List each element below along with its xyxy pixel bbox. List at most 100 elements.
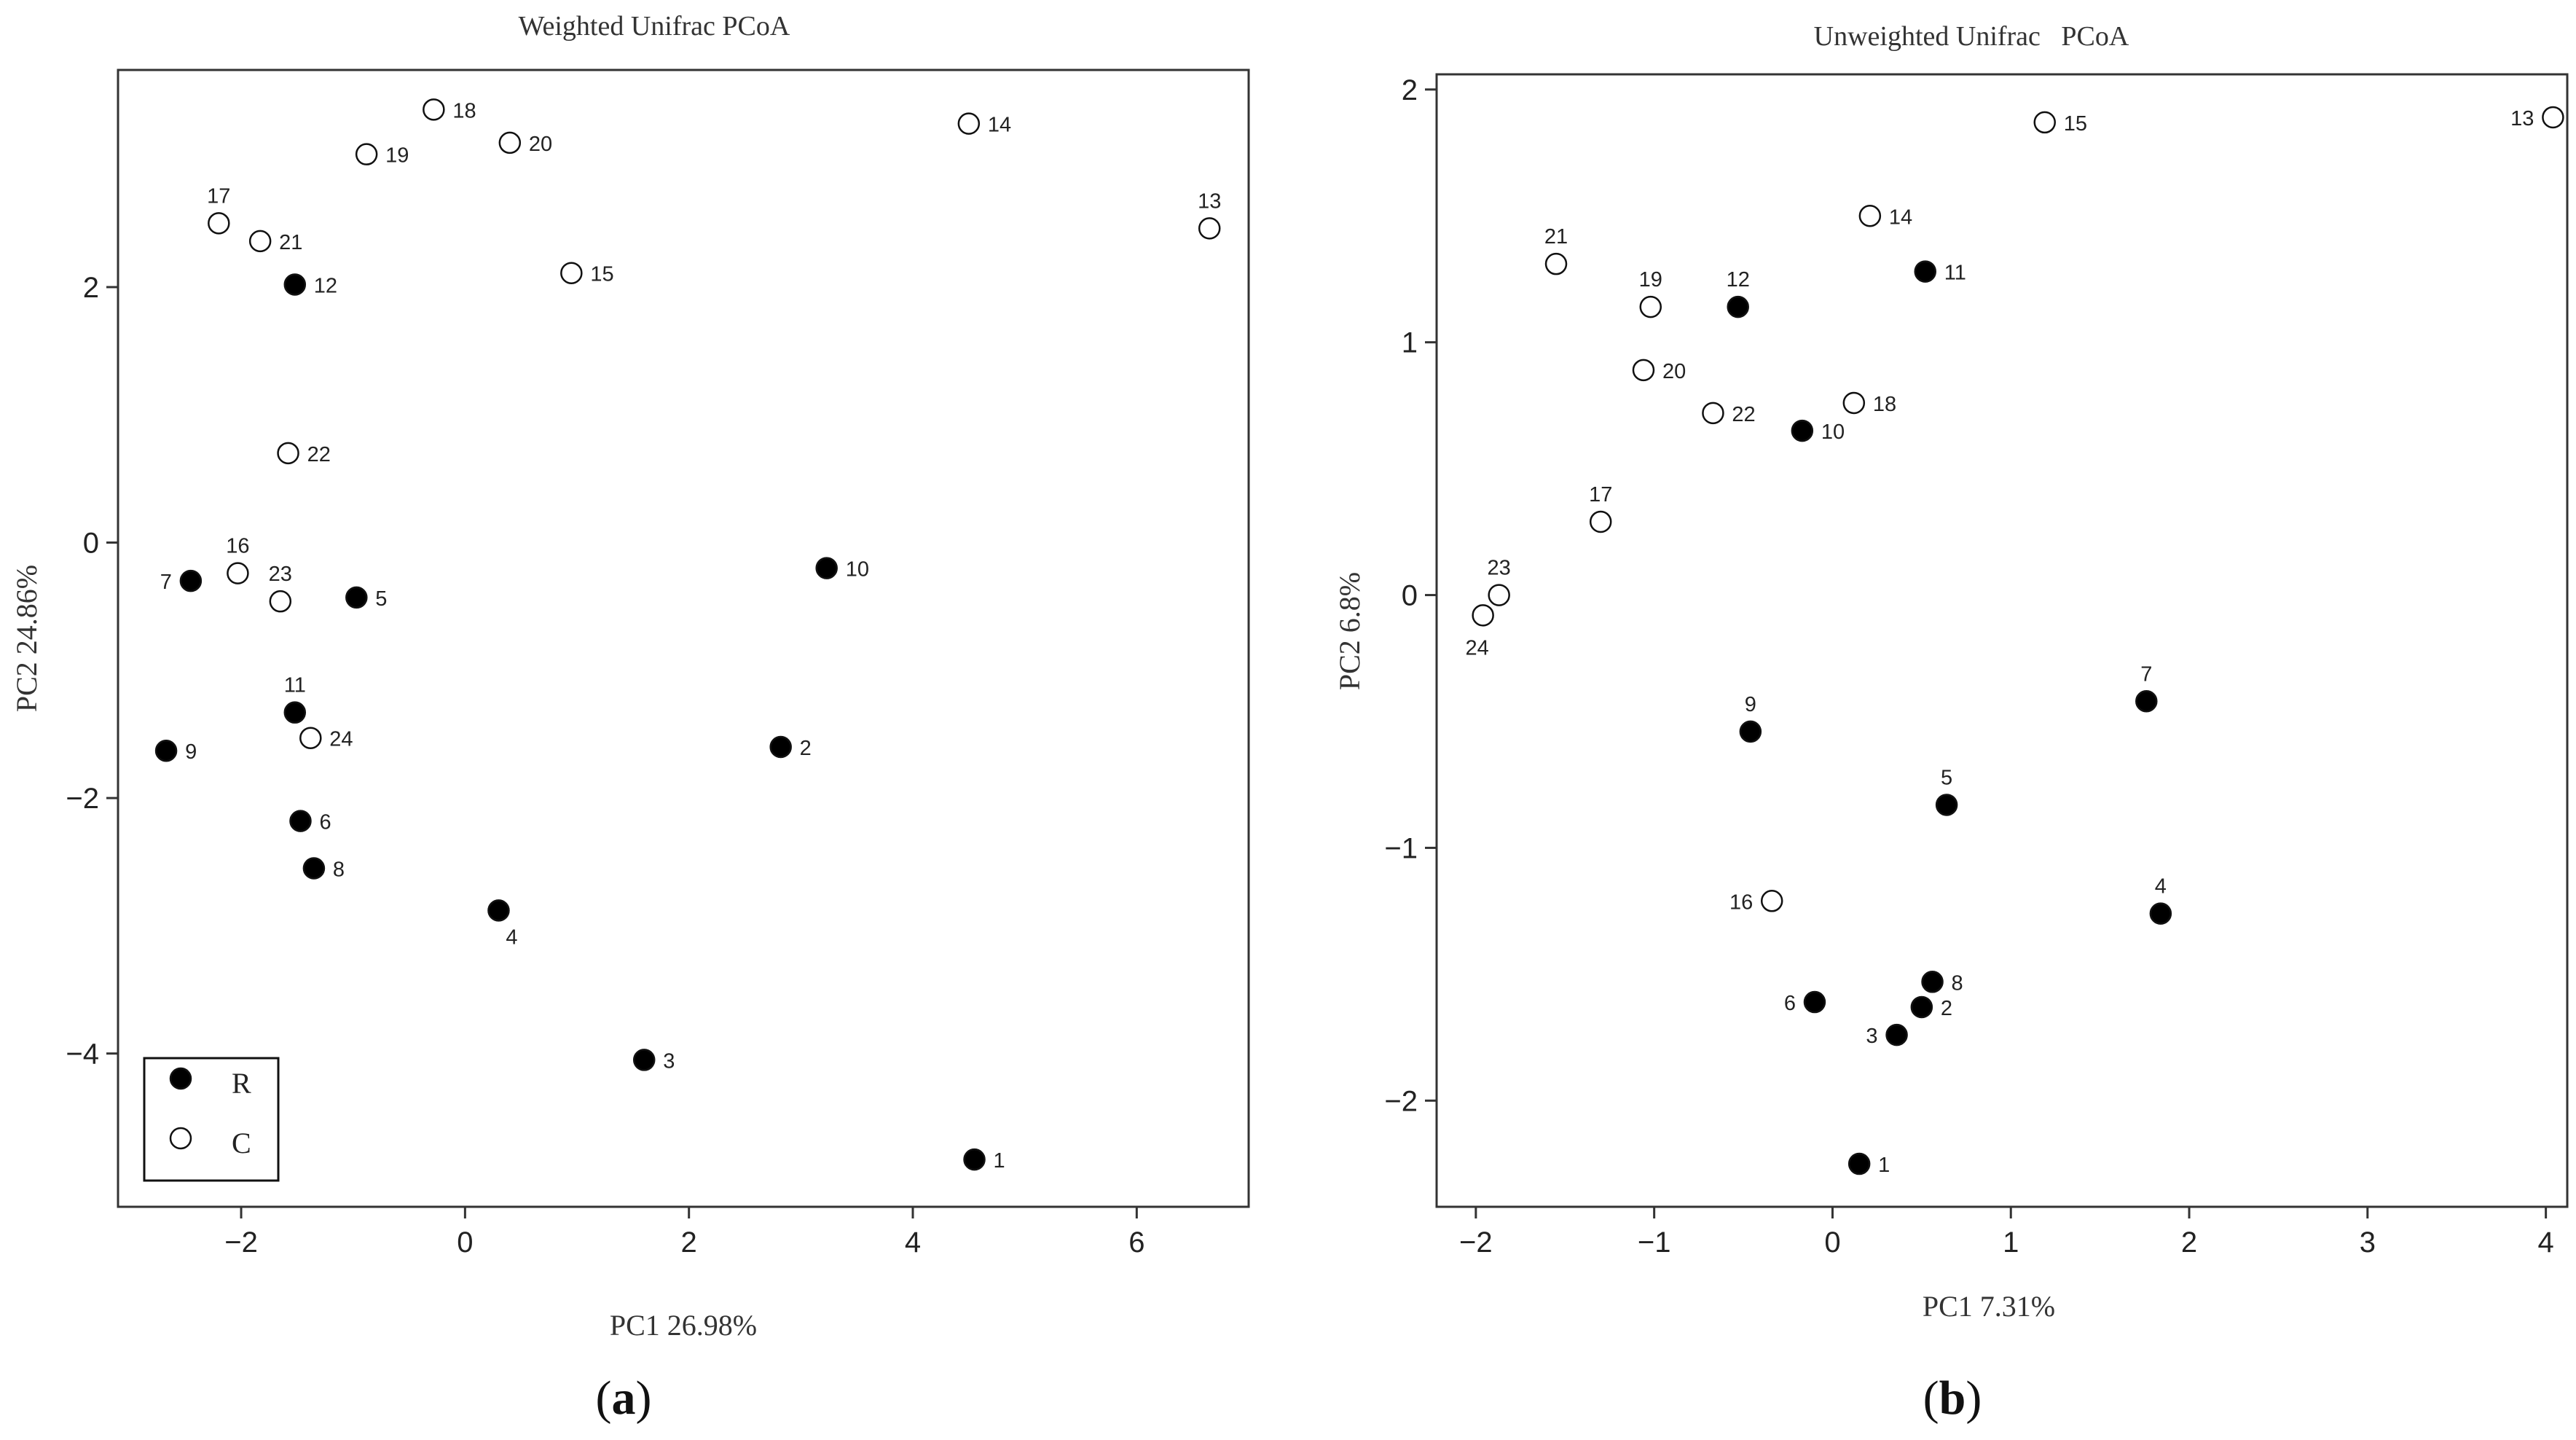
panel-b-point-label-20: 20 — [1662, 360, 1686, 383]
panel-a-point-label-21: 21 — [279, 231, 302, 254]
panel-b-point-label-17: 17 — [1589, 483, 1612, 506]
panel-b-y-tick-label-2: 0 — [1402, 580, 1418, 612]
panel-a-point-label-23: 23 — [269, 563, 292, 586]
panel-b-point-10 — [1791, 419, 1814, 442]
panel-a-point-10 — [815, 557, 838, 579]
panel-a-point-label-2: 2 — [800, 737, 812, 760]
legend-label-c: C — [232, 1127, 251, 1159]
panel-a-point-1 — [963, 1148, 986, 1171]
panel-a-point-11 — [283, 701, 307, 724]
panel-b-unweighted-unifrac: Unweighted Unifrac PCoA PC1 7.31% PC2 6.… — [1333, 21, 2569, 1425]
panel-a-point-label-1: 1 — [994, 1149, 1005, 1173]
panel-b-point-1 — [1847, 1152, 1871, 1175]
panel-b-point-8 — [1921, 971, 1944, 993]
panel-b-point-label-16: 16 — [1729, 891, 1753, 914]
panel-b-y-tick-label-3: 1 — [1402, 327, 1418, 359]
panel-b-point-23 — [1488, 584, 1510, 606]
panel-b-point-24 — [1472, 604, 1494, 627]
panel-b-point-12 — [1727, 295, 1749, 318]
panel-b-x-ticks: −2 −1 0 1 2 3 4 — [1459, 1207, 2554, 1259]
panel-a-point-16 — [227, 562, 249, 584]
panel-a-point-8 — [302, 857, 326, 880]
legend: R C — [143, 1057, 280, 1182]
panel-a-point-label-5: 5 — [375, 587, 387, 611]
panel-b-x-tick-label-3: 1 — [2003, 1226, 2019, 1259]
panel-a-title: Weighted Unifrac PCoA — [519, 11, 790, 42]
panel-a-point-label-19: 19 — [385, 144, 409, 168]
panel-b-point-15 — [2033, 111, 2057, 134]
panel-a-point-23 — [269, 590, 292, 613]
panel-b-point-label-2: 2 — [1941, 997, 1952, 1020]
panel-a-point-13 — [1198, 217, 1221, 240]
panel-a-point-label-24: 24 — [329, 728, 353, 751]
panel-a-point-label-18: 18 — [452, 99, 476, 122]
panel-b-point-label-15: 15 — [2064, 112, 2087, 136]
panel-a-x-tick-label-3: 4 — [905, 1226, 921, 1259]
panel-b-point-11 — [1914, 260, 1936, 283]
panel-b-letter: b — [1939, 1371, 1966, 1425]
legend-marker-r — [169, 1067, 192, 1090]
panel-b-point-2 — [1910, 995, 1933, 1019]
panel-b-point-18 — [1842, 391, 1866, 415]
legend-box — [143, 1057, 280, 1182]
panel-b-point-3 — [1885, 1023, 1908, 1046]
panel-a-point-2 — [769, 735, 792, 759]
panel-b-point-7 — [2135, 690, 2158, 713]
panel-a-point-12 — [283, 273, 307, 296]
panel-a-y-tick-label-3: 2 — [83, 272, 99, 304]
panel-a-x-tick-label-4: 6 — [1128, 1226, 1144, 1259]
panel-b-point-label-18: 18 — [1873, 393, 1896, 416]
panel-a-x-ticks: −2 0 2 4 6 — [224, 1207, 1144, 1259]
panel-a-y-tick-label-1: −2 — [66, 783, 99, 815]
panel-a-point-label-10: 10 — [846, 558, 869, 582]
panel-b-point-label-8: 8 — [1952, 971, 1963, 995]
panel-a-x-tick-label-2: 2 — [681, 1226, 697, 1259]
panel-a-point-4 — [487, 899, 510, 922]
panel-a-letter: a — [612, 1371, 636, 1425]
panel-a-label: (a) — [596, 1371, 652, 1425]
panel-a-point-label-17: 17 — [207, 184, 230, 208]
panel-a-point-6 — [289, 810, 312, 832]
panel-b-point-label-21: 21 — [1544, 225, 1568, 249]
panel-b-y-tick-label-0: −2 — [1384, 1085, 1418, 1117]
panel-a-point-label-3: 3 — [663, 1049, 675, 1073]
panel-a-point-9 — [154, 739, 178, 762]
panel-a-point-21 — [248, 230, 272, 253]
panel-a-plot-frame — [117, 69, 1250, 1208]
panel-a-x-tick-label-0: −2 — [224, 1226, 258, 1259]
panel-a-point-3 — [632, 1049, 656, 1071]
panel-a-point-5 — [345, 586, 368, 609]
panel-b-point-19 — [1639, 295, 1662, 318]
panel-a-point-20 — [498, 131, 522, 154]
panel-b-point-label-5: 5 — [1941, 766, 1952, 789]
panel-b-plot-frame — [1435, 73, 2569, 1208]
panel-a-point-label-22: 22 — [307, 443, 331, 466]
panel-b-point-label-4: 4 — [2155, 875, 2167, 899]
panel-a-point-18 — [423, 98, 445, 121]
panel-b-point-13 — [2542, 106, 2564, 129]
panel-b-point-label-13: 13 — [2510, 107, 2534, 130]
panel-b-point-17 — [1589, 510, 1612, 533]
panel-b-x-tick-label-0: −2 — [1459, 1226, 1493, 1259]
panel-a-y-tick-label-2: 0 — [83, 528, 99, 560]
legend-marker-c — [169, 1127, 192, 1150]
panel-a-x-tick-label-1: 0 — [457, 1226, 473, 1259]
panel-b-point-label-23: 23 — [1488, 557, 1511, 580]
panel-b-point-4 — [2149, 902, 2172, 925]
panel-a-point-15 — [560, 262, 583, 284]
panel-a-x-axis-label: PC1 26.98% — [610, 1309, 757, 1342]
panel-a-point-label-7: 7 — [160, 571, 172, 594]
panel-a-point-label-14: 14 — [988, 114, 1011, 137]
panel-a-point-label-16: 16 — [226, 535, 249, 558]
panel-b-point-label-3: 3 — [1866, 1025, 1877, 1048]
panel-a-weighted-unifrac: Weighted Unifrac PCoA PC1 26.98% PC2 24.… — [10, 11, 1250, 1425]
panel-b-point-label-22: 22 — [1732, 403, 1755, 426]
panel-b-label: (b) — [1923, 1371, 1982, 1425]
panel-b-y-tick-label-4: 2 — [1402, 74, 1418, 106]
panel-b-point-20 — [1632, 359, 1655, 382]
panel-a-point-label-8: 8 — [333, 858, 345, 882]
panel-a-point-label-6: 6 — [319, 811, 331, 834]
panel-a-y-ticks: −4 −2 0 2 — [66, 272, 118, 1071]
